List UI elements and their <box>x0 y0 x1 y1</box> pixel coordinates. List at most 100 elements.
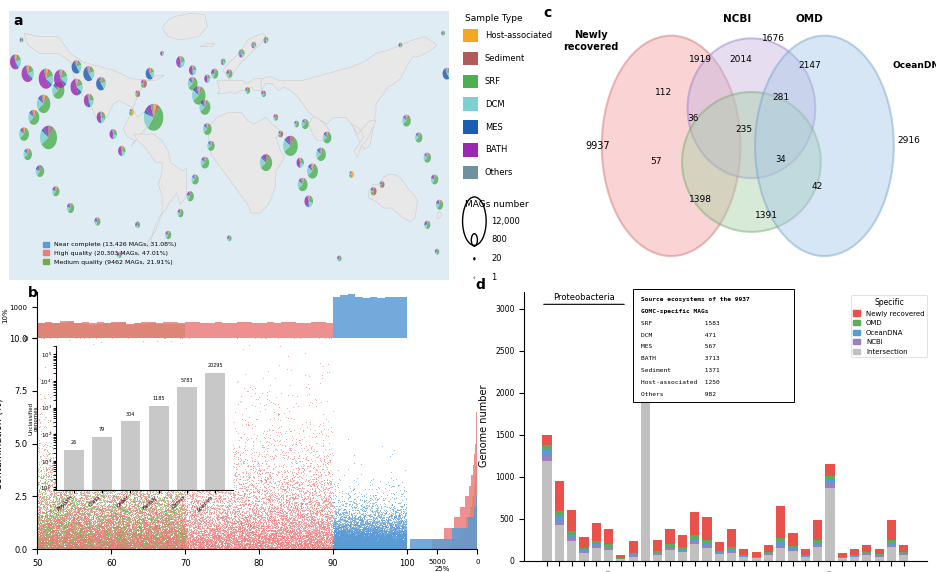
Point <box>49 517 64 526</box>
Point <box>291 537 306 546</box>
Point <box>389 541 404 550</box>
Point <box>110 495 125 504</box>
Point <box>112 513 127 522</box>
Point <box>103 496 118 506</box>
Point <box>388 534 403 543</box>
Point <box>124 539 139 549</box>
Point <box>72 534 87 543</box>
Point <box>387 542 402 551</box>
Point <box>397 545 412 554</box>
Point <box>274 541 289 550</box>
Point <box>99 459 114 468</box>
Point <box>91 529 106 538</box>
Point <box>341 538 356 547</box>
Point <box>381 543 396 552</box>
Point <box>139 473 154 482</box>
Point <box>132 545 147 554</box>
Point <box>145 471 160 480</box>
Point <box>332 539 347 548</box>
Point <box>104 469 119 478</box>
Point <box>374 537 389 546</box>
Point <box>138 472 153 481</box>
Point <box>100 522 115 531</box>
Point <box>125 542 140 551</box>
Point <box>101 523 116 532</box>
Point <box>230 544 245 553</box>
Point <box>37 531 51 540</box>
Point <box>70 534 85 543</box>
Point <box>95 535 110 545</box>
Point <box>139 532 154 541</box>
Point <box>121 498 136 507</box>
Point <box>388 542 403 551</box>
Point <box>282 517 297 526</box>
Point <box>359 542 374 551</box>
Point <box>217 518 232 527</box>
Point <box>350 536 365 545</box>
Point <box>152 521 167 530</box>
Point <box>195 415 210 424</box>
Point <box>134 543 149 553</box>
Point <box>340 532 355 541</box>
Point <box>391 538 406 547</box>
Point <box>105 492 120 502</box>
Bar <box>52 323 60 338</box>
Point <box>57 521 72 530</box>
Point <box>157 537 172 546</box>
Point <box>368 541 383 550</box>
Point <box>91 534 106 543</box>
Point <box>51 494 66 503</box>
Point <box>187 502 202 511</box>
Point <box>300 530 315 539</box>
Point <box>81 524 96 533</box>
Point <box>326 537 341 546</box>
Point <box>110 484 125 493</box>
Point <box>286 500 301 510</box>
Point <box>224 525 239 534</box>
Point <box>51 521 66 530</box>
Point <box>331 542 346 551</box>
Point <box>79 531 94 540</box>
Point <box>248 487 263 496</box>
Point <box>174 508 189 517</box>
Point <box>39 500 54 510</box>
Point <box>57 516 72 525</box>
Point <box>330 530 345 539</box>
Point <box>337 542 352 551</box>
Point <box>82 535 97 545</box>
Point <box>231 497 246 506</box>
Point <box>234 483 249 492</box>
Point <box>381 527 396 536</box>
Point <box>209 534 224 543</box>
Point <box>334 516 349 525</box>
Point <box>227 539 242 548</box>
Point <box>371 503 386 513</box>
Point <box>344 542 359 551</box>
Point <box>393 543 408 553</box>
Point <box>70 529 85 538</box>
Point <box>113 507 128 517</box>
Point <box>280 538 295 547</box>
Point <box>137 535 152 544</box>
Point <box>91 502 106 511</box>
Point <box>241 484 256 493</box>
Point <box>99 529 114 538</box>
Point <box>134 523 149 532</box>
Point <box>69 541 84 550</box>
Point <box>49 496 64 506</box>
Point <box>387 511 402 520</box>
Point <box>349 543 364 552</box>
Point <box>62 543 77 552</box>
Point <box>337 538 352 547</box>
Point <box>366 543 381 552</box>
Point <box>215 515 230 525</box>
Point <box>390 539 405 548</box>
Point <box>353 545 368 554</box>
Point <box>206 464 221 474</box>
Point <box>370 540 385 549</box>
Point <box>361 533 376 542</box>
Point <box>62 523 77 533</box>
Point <box>40 525 55 534</box>
Point <box>378 531 393 541</box>
Point <box>200 521 215 530</box>
